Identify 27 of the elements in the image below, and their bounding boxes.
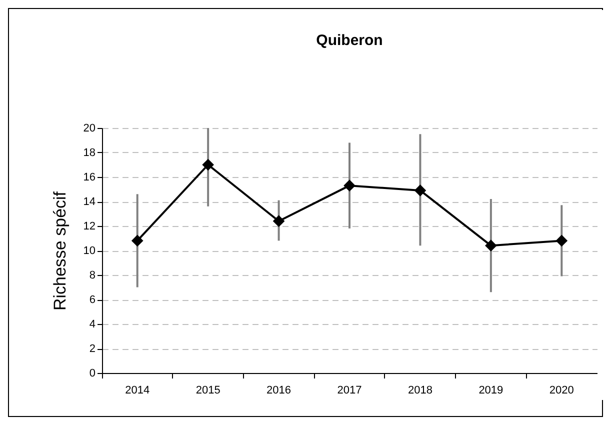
point <box>131 234 144 247</box>
y-tick-label: 6 <box>89 294 96 306</box>
y-tick-label: 0 <box>89 368 96 380</box>
point <box>272 215 285 228</box>
chart-title: Quiberon <box>316 32 383 49</box>
x-tick-label: 2019 <box>478 384 504 396</box>
y-tick-label: 16 <box>83 172 96 184</box>
y-tick-label: 10 <box>83 245 96 257</box>
point <box>485 240 497 252</box>
x-tick-label: 2020 <box>549 384 574 396</box>
x-tick-label: 2015 <box>196 384 220 396</box>
point <box>414 184 426 196</box>
y-tick-label: 8 <box>89 270 96 282</box>
y-tick-label: 4 <box>89 318 96 330</box>
point <box>202 158 214 171</box>
x-tick-label: 2014 <box>125 384 150 396</box>
point <box>344 180 356 192</box>
y-tick-label: 18 <box>83 147 96 159</box>
y-tick-label: 2 <box>89 343 96 355</box>
x-tick-label: 2016 <box>266 384 292 396</box>
x-tick-label: 2017 <box>337 384 362 396</box>
y-axis-title: Richesse spécif <box>50 191 70 311</box>
point <box>556 234 568 247</box>
y-tick-label: 12 <box>83 220 96 232</box>
y-tick-label: 20 <box>83 122 96 134</box>
x-tick-label: 2018 <box>408 384 432 396</box>
y-tick-label: 14 <box>83 196 96 208</box>
